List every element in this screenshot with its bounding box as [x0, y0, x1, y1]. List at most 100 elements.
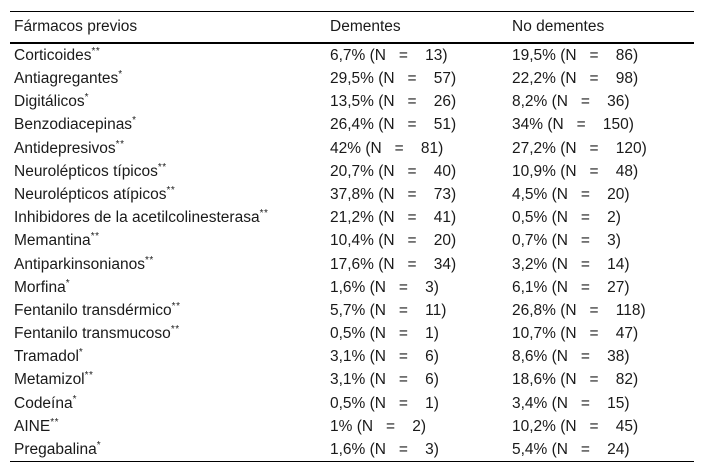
significance-marker: ** [170, 324, 180, 336]
drug-label: Antidepresivos [14, 139, 116, 157]
no-dementes-value: 5,4% (N = 24) [512, 441, 630, 459]
drug-name: Memantina** [10, 231, 326, 250]
column-header-dementes: Dementes [330, 18, 401, 36]
no-dementes-value: 8,2% (N = 36) [512, 93, 630, 111]
drug-name: Metamizol** [10, 370, 326, 389]
significance-marker: * [96, 440, 102, 452]
drug-name: Fentanilo transmucoso** [10, 324, 326, 343]
table-row: Digitálicos* 13,5% (N = 26) 8,2% (N = 36… [10, 90, 694, 113]
drug-name: Codeína* [10, 393, 326, 412]
drug-name: Neurolépticos atípicos** [10, 184, 326, 203]
drug-label: Fentanilo transdérmico [14, 301, 172, 319]
table-row: Tramadol* 3,1% (N = 6) 8,6% (N = 38) [10, 345, 694, 368]
drug-label: Metamizol [14, 371, 85, 389]
significance-marker: ** [166, 184, 176, 196]
significance-marker: ** [50, 416, 59, 428]
dementes-value: 26,4% (N = 51) [330, 116, 457, 134]
significance-marker: ** [84, 370, 94, 382]
drug-name: Digitálicos* [10, 92, 326, 111]
no-dementes-value: 27,2% (N = 120) [512, 139, 647, 157]
drug-label: Neurolépticos atípicos [14, 185, 167, 203]
no-dementes-value: 4,5% (N = 20) [512, 185, 630, 203]
drug-label: Pregabalina [14, 441, 97, 459]
dementes-value: 0,5% (N = 1) [330, 394, 439, 412]
significance-marker: ** [115, 138, 125, 150]
no-dementes-value: 10,9% (N = 48) [512, 162, 639, 180]
drug-label: Fentanilo transmucoso [14, 325, 171, 343]
no-dementes-value: 22,2% (N = 98) [512, 70, 639, 88]
drug-label: Antiagregantes [14, 70, 119, 88]
significance-marker: ** [171, 300, 181, 312]
drug-label: Codeína [14, 394, 73, 412]
significance-marker: ** [91, 45, 101, 57]
dementes-value: 0,5% (N = 1) [330, 325, 439, 343]
drug-name: Benzodiacepinas* [10, 115, 326, 134]
dementes-value: 17,6% (N = 34) [330, 255, 457, 273]
dementes-value: 6,7% (N = 13) [330, 46, 448, 64]
drug-label: Inhibidores de la acetilcolinesterasa [14, 209, 260, 227]
no-dementes-value: 0,7% (N = 3) [512, 232, 621, 250]
no-dementes-value: 8,6% (N = 38) [512, 348, 630, 366]
table-row: Inhibidores de la acetilcolinesterasa** … [10, 206, 694, 229]
dementes-value: 1,6% (N = 3) [330, 278, 439, 296]
dementes-value: 5,7% (N = 11) [330, 301, 447, 319]
drug-name: Antiparkinsonianos** [10, 254, 326, 273]
significance-marker: ** [259, 208, 269, 220]
table-row: Neurolépticos atípicos** 37,8% (N = 73) … [10, 183, 694, 206]
table-row: Memantina** 10,4% (N = 20) 0,7% (N = 3) [10, 230, 694, 253]
table-row: Benzodiacepinas* 26,4% (N = 51) 34% (N =… [10, 114, 694, 137]
significance-marker: * [78, 347, 84, 359]
table-header-row: Fármacos previos Dementes No dementes [10, 12, 694, 44]
no-dementes-value: 3,2% (N = 14) [512, 255, 630, 273]
table-row: Corticoides** 6,7% (N = 13) 19,5% (N = 8… [10, 44, 694, 67]
table-row: Fentanilo transdérmico** 5,7% (N = 11) 2… [10, 299, 694, 322]
no-dementes-value: 10,7% (N = 47) [512, 325, 639, 343]
significance-marker: * [118, 69, 123, 81]
no-dementes-value: 18,6% (N = 82) [512, 371, 639, 389]
drug-label: Antiparkinsonianos [14, 255, 145, 273]
drug-label: AINE [14, 417, 51, 435]
column-header-farmacos-previos: Fármacos previos [14, 18, 138, 36]
column-header-no-dementes: No dementes [512, 18, 605, 36]
dementes-value: 3,1% (N = 6) [330, 348, 439, 366]
drug-name: Antiagregantes* [10, 69, 326, 88]
dementes-value: 21,2% (N = 41) [330, 209, 457, 227]
drug-name: Neurolépticos típicos** [10, 161, 326, 180]
drug-name: Corticoides** [10, 45, 326, 64]
dementes-value: 10,4% (N = 20) [330, 232, 457, 250]
dementes-value: 13,5% (N = 26) [330, 93, 457, 111]
drug-name: AINE** [10, 416, 326, 435]
no-dementes-value: 0,5% (N = 2) [512, 209, 621, 227]
significance-marker: ** [90, 231, 100, 243]
significance-marker: * [65, 277, 71, 289]
dementes-value: 37,8% (N = 73) [330, 185, 457, 203]
table-row: Metamizol** 3,1% (N = 6) 18,6% (N = 82) [10, 369, 694, 392]
significance-marker: * [72, 393, 78, 405]
significance-marker: ** [157, 161, 167, 173]
drug-label: Memantina [14, 232, 91, 250]
significance-marker: * [132, 115, 137, 127]
drug-name: Fentanilo transdérmico** [10, 300, 326, 319]
dementes-value: 1% (N = 2) [330, 417, 427, 435]
no-dementes-value: 26,8% (N = 118) [512, 301, 646, 319]
table-row: Antiparkinsonianos** 17,6% (N = 34) 3,2%… [10, 253, 694, 276]
drug-label: Digitálicos [14, 93, 85, 111]
drug-label: Corticoides [14, 46, 92, 64]
significance-marker: ** [144, 254, 154, 266]
drug-name: Tramadol* [10, 347, 326, 365]
drug-label: Neurolépticos típicos [14, 162, 158, 180]
drug-name: Morfina* [10, 277, 326, 296]
table-row: Codeína* 0,5% (N = 1) 3,4% (N = 15) [10, 392, 694, 415]
no-dementes-value: 6,1% (N = 27) [512, 278, 630, 296]
dementes-value: 29,5% (N = 57) [330, 70, 457, 88]
drug-label: Benzodiacepinas [14, 116, 133, 134]
no-dementes-value: 19,5% (N = 86) [512, 46, 639, 64]
table-row: Neurolépticos típicos** 20,7% (N = 40) 1… [10, 160, 694, 183]
drug-label: Morfina [14, 278, 66, 296]
table-row: Pregabalina* 1,6% (N = 3) 5,4% (N = 24) [10, 438, 694, 461]
dementes-value: 20,7% (N = 40) [330, 162, 457, 180]
dementes-value: 1,6% (N = 3) [330, 441, 439, 459]
table-row: Antidepresivos** 42% (N = 81) 27,2% (N =… [10, 137, 694, 160]
significance-marker: * [84, 92, 90, 104]
drugs-table: Fármacos previos Dementes No dementes Co… [10, 11, 694, 463]
